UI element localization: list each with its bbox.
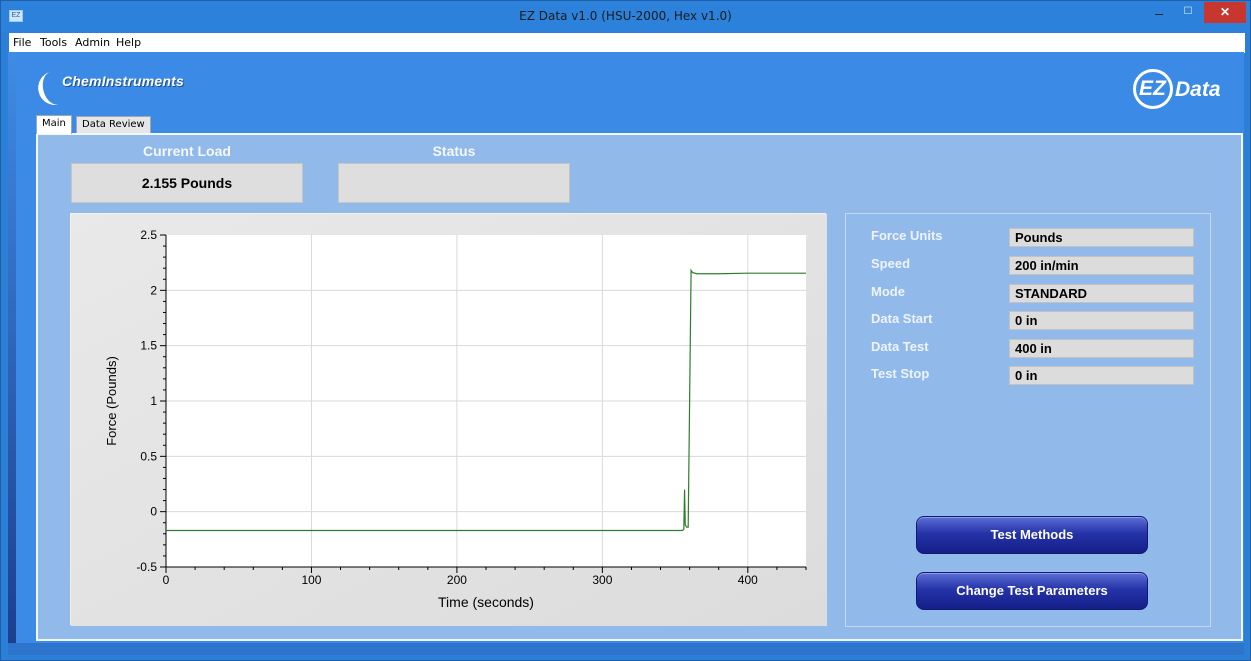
tab-main[interactable]: Main — [36, 115, 72, 134]
current-load-label: Current Load — [143, 143, 231, 159]
cheminstruments-logo-text: ChemInstruments — [62, 73, 185, 89]
y-tick-label: 0.5 — [140, 449, 157, 463]
x-tick-label: 0 — [163, 573, 170, 587]
status-label: Status — [432, 143, 476, 159]
tab-data-review[interactable]: Data Review — [76, 116, 151, 134]
param-data-test-value: 400 in — [1009, 339, 1194, 358]
maximize-icon[interactable]: ☐ — [1183, 6, 1193, 17]
menu-file[interactable]: File — [13, 36, 32, 49]
ez-oval-icon — [1133, 69, 1173, 109]
cheminstruments-logo: ChemInstruments — [34, 65, 208, 109]
y-tick-label: 0 — [150, 505, 157, 519]
param-data-start-label: Data Start — [871, 311, 933, 326]
y-axis-label: Force (Pounds) — [104, 356, 119, 446]
test-parameters-panel — [845, 213, 1211, 627]
grid — [166, 235, 806, 567]
bottom-decor-band — [8, 643, 1244, 655]
ez-data-logo: EZ Data — [1133, 69, 1231, 111]
x-axis-label: Time (seconds) — [438, 594, 534, 610]
param-speed-value: 200 in/min — [1009, 256, 1194, 275]
change-test-parameters-button[interactable]: Change Test Parameters — [916, 572, 1148, 610]
current-load-value: 2.155 Pounds — [71, 163, 303, 203]
tick-labels: 0 100 200 300 400 -0.5 0 0.5 1 1.5 2 2.5 — [136, 228, 758, 587]
param-force-units-value: Pounds — [1009, 228, 1194, 247]
param-speed-label: Speed — [871, 256, 911, 271]
menu-tools[interactable]: Tools — [40, 36, 68, 49]
y-tick-label: 2.5 — [140, 228, 157, 242]
menu-admin[interactable]: Admin — [75, 36, 111, 49]
x-tick-label: 300 — [592, 573, 612, 587]
param-data-test-label: Data Test — [871, 339, 929, 354]
param-test-stop-label: Test Stop — [871, 366, 930, 381]
left-decor-stripe — [8, 52, 16, 655]
ticks — [160, 234, 807, 573]
x-tick-label: 200 — [447, 573, 467, 587]
menu-help[interactable]: Help — [116, 36, 142, 49]
data-logo-text: Data — [1175, 78, 1221, 101]
series-line — [166, 268, 806, 532]
x-tick-label: 400 — [738, 573, 758, 587]
param-mode-label: Mode — [871, 284, 905, 299]
title-bar[interactable]: EZ EZ Data v1.0 (HSU-2000, Hex v1.0) ‒ ☐… — [1, 1, 1250, 33]
app-icon[interactable]: EZ — [9, 10, 23, 22]
status-value — [338, 163, 570, 203]
y-tick-label: 2 — [150, 283, 157, 297]
menu-bar: File Tools Admin Help — [9, 33, 1245, 53]
y-tick-label: 1.5 — [140, 339, 157, 353]
y-tick-label: 1 — [150, 394, 157, 408]
x-tick-label: 100 — [301, 573, 321, 587]
y-tick-label: -0.5 — [136, 560, 157, 574]
param-data-start-value: 0 in — [1009, 311, 1194, 330]
param-test-stop-value: 0 in — [1009, 366, 1194, 385]
chart-svg: 0 100 200 300 400 -0.5 0 0.5 1 1.5 2 2.5 Time (seco… — [71, 214, 827, 626]
minimize-icon[interactable]: ‒ — [1155, 5, 1163, 21]
param-force-units-label: Force Units — [871, 228, 943, 243]
close-icon[interactable]: ✕ — [1204, 2, 1246, 23]
test-methods-button[interactable]: Test Methods — [916, 516, 1148, 554]
window-title: EZ Data v1.0 (HSU-2000, Hex v1.0) — [519, 9, 732, 23]
param-mode-value: STANDARD — [1009, 284, 1194, 303]
ez-logo-text: EZ — [1139, 77, 1166, 100]
force-time-chart: 0 100 200 300 400 -0.5 0 0.5 1 1.5 2 2.5 Time (seco… — [70, 213, 827, 626]
